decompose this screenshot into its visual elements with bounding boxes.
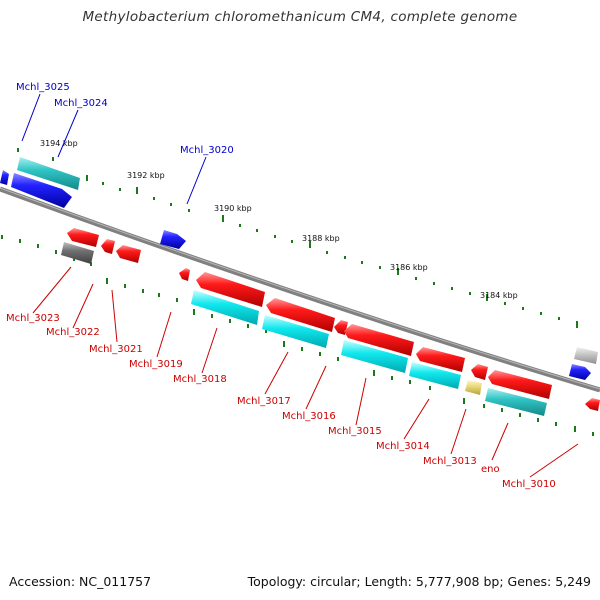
gene-label[interactable]: Mchl_3021	[89, 344, 143, 355]
gene-arrow-blue[interactable]	[160, 230, 186, 249]
topology-info: Topology: circular; Length: 5,777,908 bp…	[247, 574, 591, 589]
gene-arrow-red[interactable]	[101, 239, 115, 254]
gene-arrow-blue[interactable]	[569, 364, 591, 380]
gene-label[interactable]: Mchl_3020	[180, 145, 234, 156]
gene-arrow-teal[interactable]	[485, 388, 547, 416]
gene-arrow-cyan[interactable]	[409, 362, 461, 389]
leader-lines-bottom	[32, 266, 579, 478]
gene-arrow-red[interactable]	[344, 324, 414, 356]
gene-arrow-lightgray[interactable]	[574, 347, 598, 364]
genes-forward-strand	[0, 157, 598, 380]
gene-arrow-cyan[interactable]	[262, 315, 329, 348]
gene-label[interactable]: Mchl_3017	[237, 396, 291, 407]
gene-label[interactable]: Mchl_3016	[282, 411, 336, 422]
genes-reverse-strand	[61, 228, 600, 416]
gene-arrow-blue[interactable]	[11, 173, 72, 208]
gene-arrow-red[interactable]	[266, 298, 335, 332]
leader-lines-top	[21, 93, 207, 205]
gene-label[interactable]: Mchl_3018	[173, 374, 227, 385]
gene-arrow-red[interactable]	[179, 268, 190, 281]
gene-arrow-yellow[interactable]	[465, 380, 482, 395]
scale-label: 3194 kbp	[40, 139, 78, 148]
gene-label[interactable]: eno	[481, 464, 500, 475]
gene-arrow-red[interactable]	[67, 228, 99, 247]
tick-row-upper	[17, 148, 578, 328]
scale-label: 3188 kbp	[302, 234, 340, 243]
gene-label[interactable]: Mchl_3013	[423, 456, 477, 467]
gene-label[interactable]: Mchl_3022	[46, 327, 100, 338]
genome-axis	[0, 186, 600, 393]
gene-arrow-teal[interactable]	[17, 157, 80, 190]
gene-label[interactable]: Mchl_3015	[328, 426, 382, 437]
gene-arrow-red[interactable]	[196, 272, 265, 307]
gene-arrow-cyan[interactable]	[191, 290, 259, 325]
gene-arrow-cyan[interactable]	[341, 340, 408, 373]
gene-arrow-red[interactable]	[585, 398, 600, 411]
gene-labels-bottom: Mchl_3023 Mchl_3022 Mchl_3021 Mchl_3019 …	[6, 313, 556, 490]
gene-label[interactable]: Mchl_3014	[376, 441, 430, 452]
scale-label: 3184 kbp	[480, 291, 518, 300]
scale-label: 3190 kbp	[214, 204, 252, 213]
gene-arrow-red[interactable]	[116, 245, 141, 263]
scale-label: 3192 kbp	[127, 171, 165, 180]
gene-labels-top: Mchl_3025 Mchl_3024 Mchl_3020	[16, 82, 234, 156]
gene-label[interactable]: Mchl_3023	[6, 313, 60, 324]
gene-label[interactable]: Mchl_3010	[502, 479, 556, 490]
gene-label[interactable]: Mchl_3019	[129, 359, 183, 370]
scale-labels: 3194 kbp 3192 kbp 3190 kbp 3188 kbp 3186…	[40, 139, 518, 300]
scale-label: 3186 kbp	[390, 263, 428, 272]
page-title: Methylobacterium chloromethanicum CM4, c…	[82, 9, 518, 25]
accession-info: Accession: NC_011757	[9, 574, 152, 589]
gene-arrow-blue[interactable]	[0, 170, 9, 185]
gene-arrow-red[interactable]	[488, 370, 552, 399]
gene-label[interactable]: Mchl_3025	[16, 82, 70, 93]
gene-label[interactable]: Mchl_3024	[54, 98, 108, 109]
gene-arrow-red[interactable]	[416, 347, 465, 372]
gene-arrow-gray[interactable]	[61, 242, 94, 264]
gene-arrow-red[interactable]	[471, 364, 488, 380]
